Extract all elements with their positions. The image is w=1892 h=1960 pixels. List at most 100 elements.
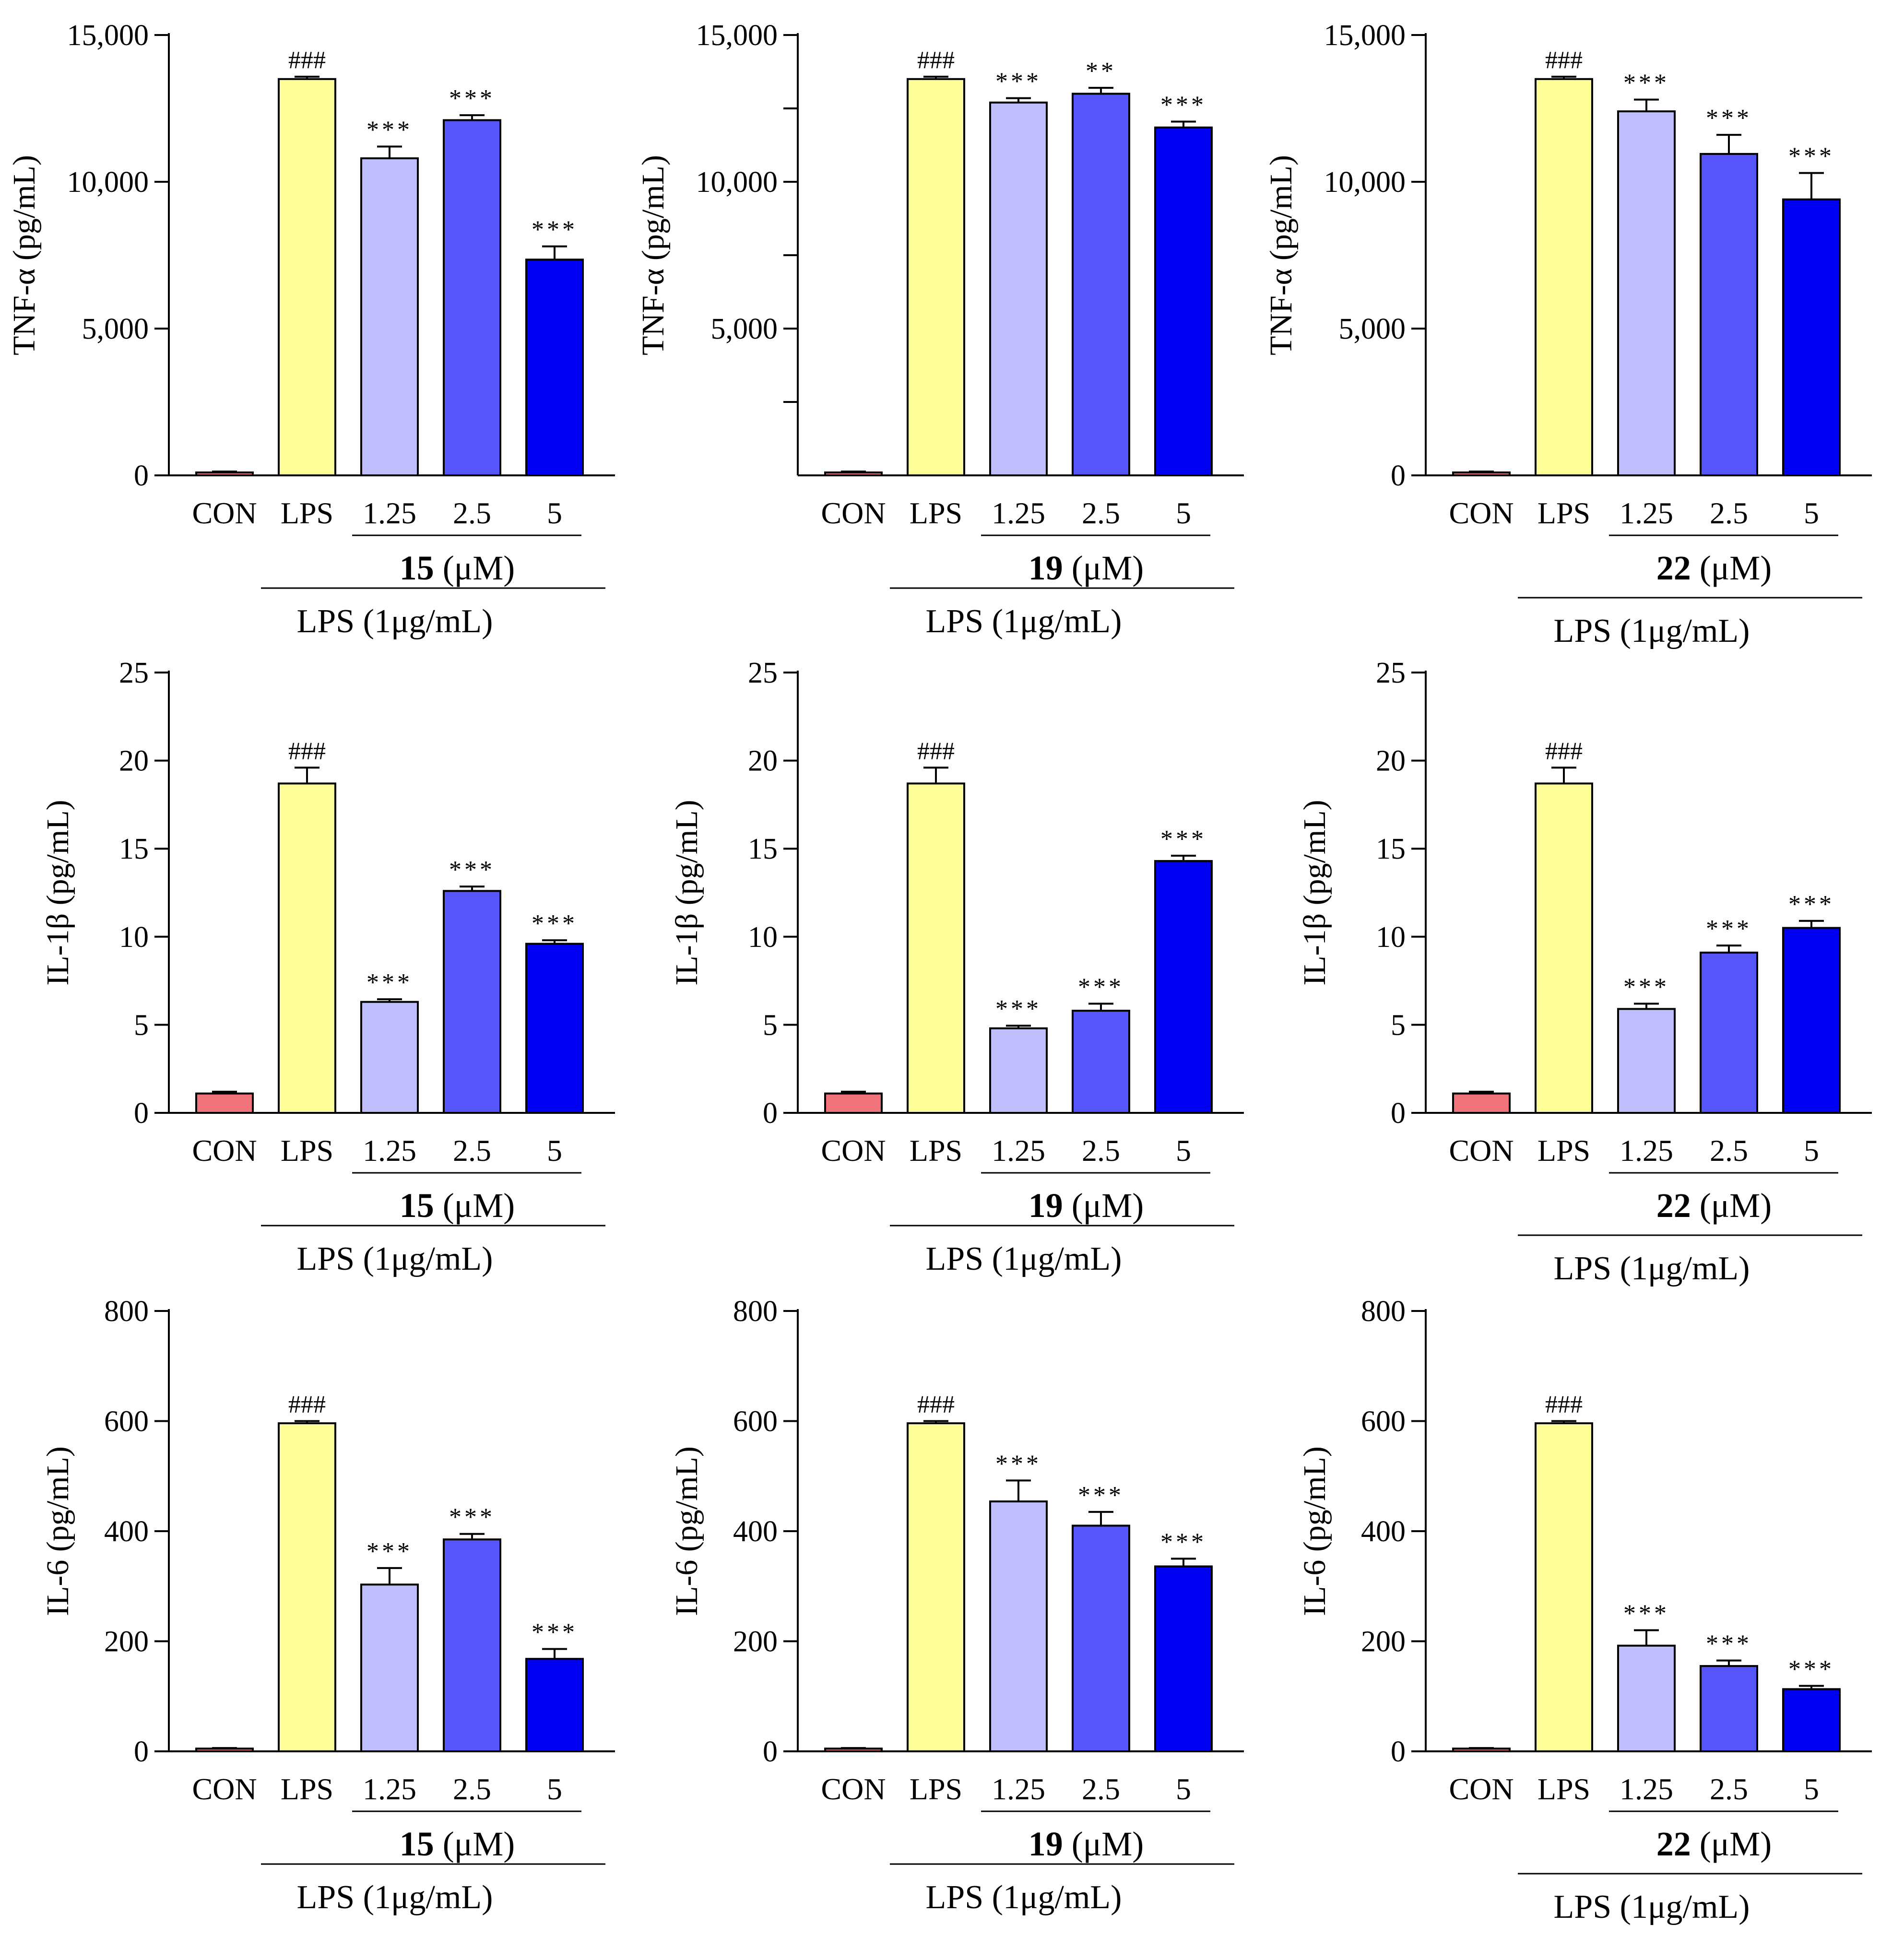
significance-label: *** [1706,105,1752,132]
bar-LPS [1535,782,1593,1114]
bar-CON [824,471,883,477]
significance-label: *** [995,995,1041,1023]
lps-label: LPS (1μg/mL) [297,1240,493,1277]
compound-label: 15 (μM) [400,1186,515,1225]
bar-1-25 [989,1500,1048,1752]
significance-label: ### [288,737,326,765]
significance-label: *** [995,68,1041,95]
significance-label: *** [532,216,578,244]
y-tick-label: 10 [1376,921,1406,954]
chart-panel-2: 5,000 10,000 15,000 TNF-α (pg/mL) CON ### LPS *… [636,19,1244,640]
bar-2-5 [1072,1524,1130,1752]
y-tick-label: 15 [119,833,149,865]
y-tick-label: 0 [763,1736,778,1768]
category-label: LPS [910,1133,962,1168]
lps-label: LPS (1μg/mL) [297,603,493,640]
bar-5 [525,259,584,476]
y-tick-label: 0 [134,1736,149,1768]
compound-unit: (μM) [1063,549,1144,587]
compound-unit: (μM) [1691,1186,1772,1225]
chart-panel-7: 0 200 400 600 800 IL-6 (pg/mL) CON ### LPS *** 1.2… [40,1295,615,1916]
significance-label: *** [1788,143,1834,170]
y-tick-label: 15 [1376,833,1406,865]
compound-unit: (μM) [1063,1825,1144,1863]
y-axis-title: IL-6 (pg/mL) [1297,1446,1332,1616]
y-tick-label: 5 [134,1009,149,1041]
chart-panel-8: 0 200 400 600 800 IL-6 (pg/mL) CON ### LPS *** 1.2… [669,1295,1244,1916]
y-tick-label: 0 [763,1097,778,1130]
significance-label: *** [1078,973,1124,1001]
significance-label: ### [1545,1391,1583,1418]
chart-panel-3: 0 5,000 10,000 15,000 TNF-α (pg/mL) CON ### LPS… [1264,19,1872,649]
category-label: CON [1449,496,1514,530]
bar-LPS [1535,78,1593,477]
category-label: 5 [547,496,562,530]
category-label: 1.25 [363,496,416,530]
y-tick-label: 400 [1361,1515,1406,1548]
compound-unit: (μM) [1063,1186,1144,1225]
compound-label: 15 (μM) [400,549,515,587]
category-label: 5 [547,1772,562,1806]
y-tick-label: 15,000 [1324,19,1406,52]
y-tick-label: 0 [1391,1736,1406,1768]
y-tick-label: 600 [1361,1405,1406,1438]
compound-number: 15 [400,1825,434,1863]
bar-1-25 [1617,1008,1676,1114]
lps-label: LPS (1μg/mL) [926,603,1122,640]
bar-5 [1782,927,1841,1114]
bar-1-25 [1617,1644,1676,1752]
significance-label: *** [367,1538,413,1565]
compound-label: 15 (μM) [400,1825,515,1863]
significance-label: ** [1086,58,1116,85]
bar-LPS [278,1422,336,1753]
bar-CON [824,1747,883,1752]
significance-label: *** [995,1450,1041,1477]
y-tick-label: 25 [1376,657,1406,689]
compound-number: 15 [400,1186,434,1225]
significance-label: *** [1706,1630,1752,1658]
category-label: 2.5 [1710,1133,1748,1168]
chart-panel-6: 0 5 10 15 20 25 IL-1β (pg/mL) CON ### LPS *** 1.25 *… [1297,657,1872,1287]
bar-LPS [1535,1422,1593,1753]
significance-label: ### [917,1391,955,1418]
significance-label: *** [532,1619,578,1646]
significance-label: *** [1160,826,1206,853]
y-tick-label: 15,000 [696,19,778,52]
bar-LPS [907,782,965,1114]
y-tick-label: 0 [134,460,149,492]
category-label: CON [821,1772,886,1806]
bar-CON [1452,471,1511,477]
category-label: CON [192,496,257,530]
compound-label: 19 (μM) [1029,549,1144,587]
bar-1-25 [360,157,419,477]
y-tick-label: 20 [748,745,778,778]
lps-label: LPS (1μg/mL) [1554,1889,1750,1925]
bar-2-5 [443,890,501,1114]
compound-number: 19 [1029,549,1063,587]
bar-2-5 [1700,951,1758,1114]
compound-label: 22 (μM) [1656,549,1772,587]
y-tick-label: 400 [733,1515,778,1548]
lps-label: LPS (1μg/mL) [926,1240,1122,1277]
y-tick-label: 10,000 [696,166,778,199]
significance-label: *** [1623,1600,1669,1628]
category-label: CON [1449,1133,1514,1168]
significance-label: *** [1788,891,1834,918]
significance-label: *** [532,910,578,937]
y-tick-label: 5,000 [711,313,778,345]
bar-1-25 [360,1583,419,1753]
chart-panel-4: 0 5 10 15 20 25 IL-1β (pg/mL) CON ### LPS *** 1.25 *… [40,657,615,1277]
chart-panel-5: 0 5 10 15 20 25 IL-1β (pg/mL) CON ### LPS *** 1.25 *… [669,657,1244,1277]
bar-2-5 [1700,153,1758,476]
compound-number: 19 [1029,1186,1063,1225]
bar-LPS [278,78,336,477]
y-tick-label: 15,000 [67,19,149,52]
category-label: LPS [281,1133,333,1168]
category-label: 5 [1804,496,1819,530]
y-tick-label: 20 [119,745,149,778]
compound-label: 22 (μM) [1656,1186,1772,1225]
y-tick-label: 800 [104,1295,149,1328]
y-axis-title: IL-1β (pg/mL) [1297,800,1332,985]
category-label: CON [192,1772,257,1806]
